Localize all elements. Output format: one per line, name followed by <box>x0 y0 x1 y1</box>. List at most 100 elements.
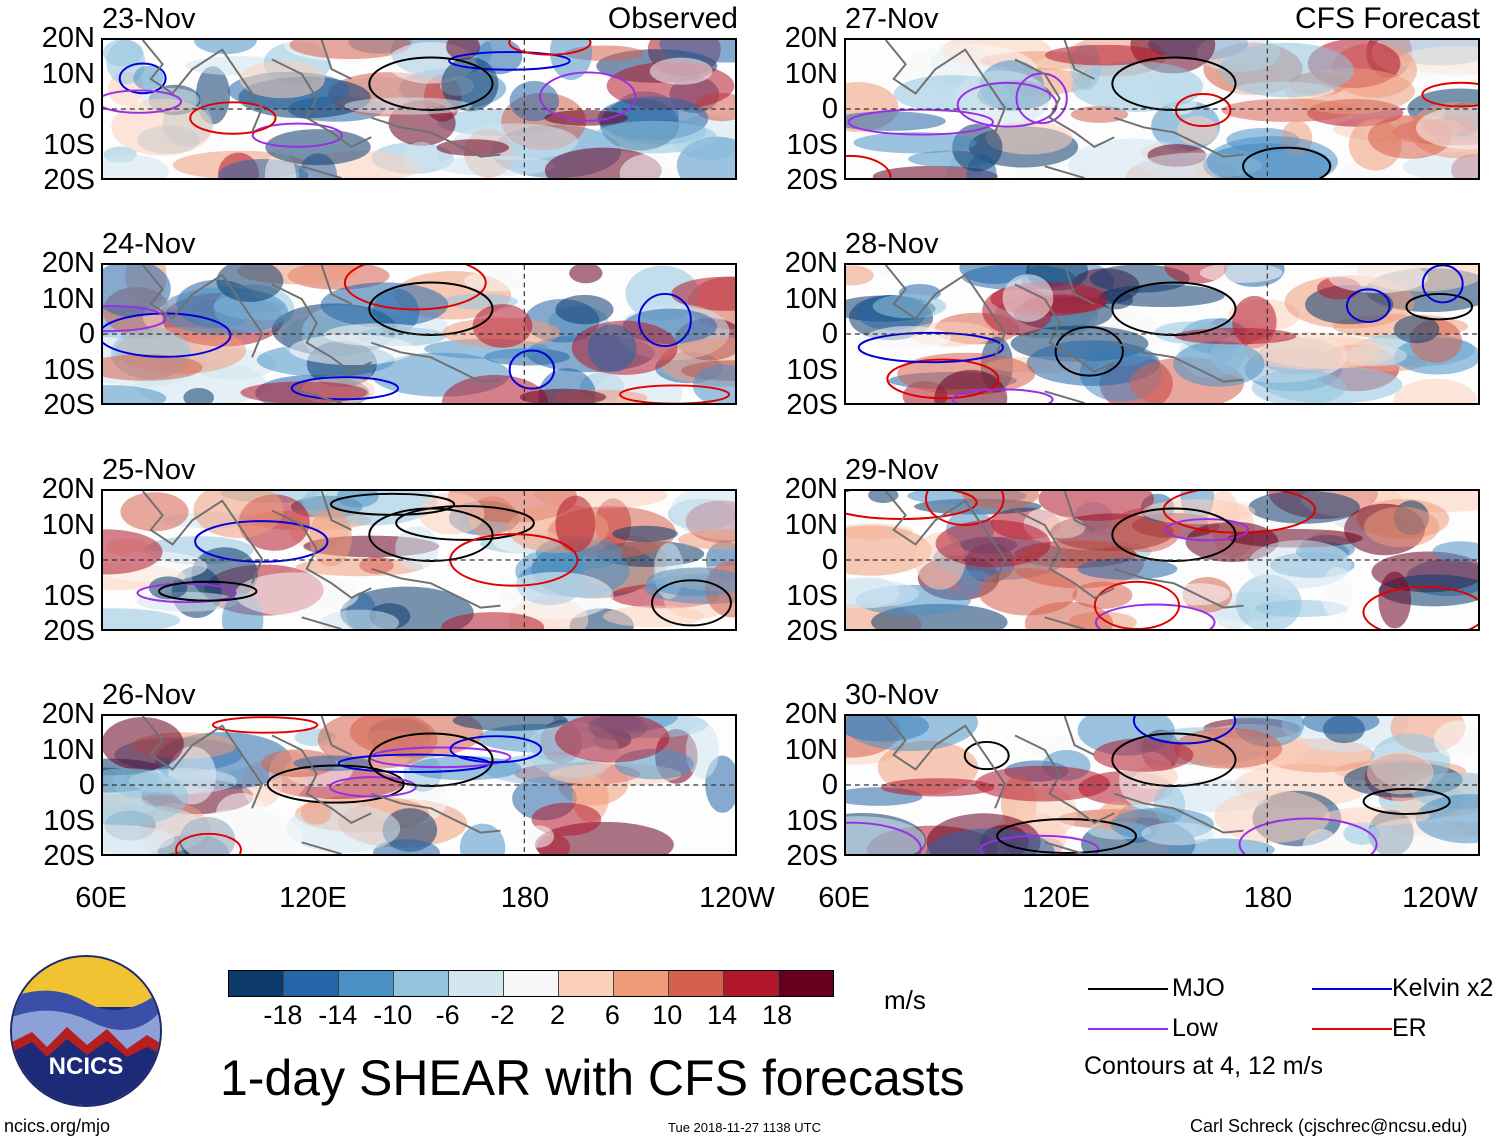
shear-blob <box>1174 327 1297 345</box>
shear-blob <box>934 369 1008 403</box>
shear-blob <box>554 716 670 763</box>
shear-blob <box>587 324 637 373</box>
coastline <box>141 491 501 629</box>
shear-blob <box>1039 516 1086 539</box>
legend-kelvin-line <box>1312 988 1392 990</box>
shear-map-panel <box>844 263 1480 405</box>
shear-blob <box>320 282 449 328</box>
y-tick-label: 10N <box>41 733 95 766</box>
anomaly-contour <box>175 832 242 854</box>
shear-blob <box>880 778 995 797</box>
ncics-logo-graphic <box>12 957 160 1105</box>
shear-blob <box>373 839 440 854</box>
anomaly-contour <box>925 491 1005 526</box>
shear-blob <box>234 572 359 617</box>
shear-blob <box>344 97 472 115</box>
colorbar-tick-label: 6 <box>604 1000 620 1030</box>
shear-blob <box>1214 790 1331 843</box>
coastline <box>884 265 1244 403</box>
shear-blob <box>555 294 614 325</box>
shear-blob <box>952 123 1003 172</box>
mjo-contour <box>368 507 494 562</box>
shear-blob <box>671 276 735 311</box>
anomaly-contour <box>963 740 1010 771</box>
shear-blob <box>1402 152 1478 178</box>
shear-blob <box>1393 315 1440 344</box>
shear-blob <box>1026 340 1161 386</box>
colorbar-cell <box>229 971 284 996</box>
panel-date: 23-Nov <box>102 3 196 35</box>
colorbar-tick-label: -2 <box>490 1000 515 1030</box>
shear-map-panel <box>844 38 1480 180</box>
y-tick-label: 20N <box>41 22 95 54</box>
shear-blob <box>459 823 506 854</box>
shear-blob <box>846 111 946 131</box>
shear-blob <box>1093 738 1194 772</box>
shear-blob <box>1302 716 1380 735</box>
shear-blob <box>1416 106 1478 150</box>
shear-blob <box>1328 265 1429 293</box>
coastline <box>884 716 1244 854</box>
anomaly-contour <box>1242 146 1332 178</box>
shear-blob <box>216 265 284 303</box>
shear-blob <box>472 304 533 348</box>
mjo-contour <box>1111 507 1237 562</box>
shear-blob <box>603 605 704 628</box>
y-tick-label: 0 <box>821 769 838 801</box>
y-tick-label: 0 <box>78 318 95 350</box>
mjo-contour <box>1111 732 1237 787</box>
anomaly-contour <box>886 358 1000 400</box>
anomaly-contour <box>448 51 571 71</box>
anomaly-contour <box>1362 585 1478 629</box>
shear-blob <box>846 716 978 752</box>
mjo-contour <box>368 281 494 336</box>
y-tick-label: 10S <box>43 579 95 612</box>
shear-blob <box>103 385 167 403</box>
colorbar-cell <box>449 971 504 996</box>
legend-mjo-line <box>1088 988 1168 990</box>
anomaly-contour <box>979 834 1100 854</box>
shear-blob <box>591 120 718 154</box>
anomaly-contour <box>1405 292 1474 321</box>
shear-blob <box>183 388 214 403</box>
anomaly-contour <box>1238 817 1378 854</box>
coastline <box>141 716 501 854</box>
shear-blob <box>619 153 678 178</box>
panel-date: 28-Nov <box>845 228 939 260</box>
x-tick-label: 120E <box>1022 882 1090 914</box>
colorbar-tick-label: 18 <box>762 1000 793 1030</box>
colorbar-tick-label: 14 <box>707 1000 738 1030</box>
anomaly-contour <box>1345 288 1391 324</box>
shear-blob <box>194 40 257 55</box>
y-tick-label: 10N <box>784 508 838 541</box>
shear-blob <box>649 57 713 85</box>
x-tick-label: 180 <box>1243 882 1293 914</box>
author: Carl Schreck (cjschrec@ncsu.edu) <box>1190 1116 1468 1136</box>
anomaly-contour <box>846 821 922 854</box>
mjo-contour <box>368 732 494 787</box>
legend-er-line <box>1312 1028 1392 1030</box>
shear-blob <box>868 491 899 503</box>
site-link[interactable]: ncics.org/mjo <box>4 1116 111 1136</box>
mjo-contour <box>1111 281 1237 336</box>
shear-blob <box>531 802 602 836</box>
shear-blob <box>1002 274 1054 322</box>
colorbar-tick-label: -18 <box>263 1000 303 1030</box>
shear-blob <box>872 294 947 319</box>
shear-blob <box>962 491 1040 510</box>
shear-blob <box>569 265 603 284</box>
shear-map-panel <box>101 489 737 631</box>
x-tick-label: 120W <box>699 882 775 914</box>
anomaly-contour <box>1132 716 1237 745</box>
shear-blob <box>1343 822 1380 845</box>
shear-blob <box>612 525 678 542</box>
y-tick-label: 20N <box>784 473 838 505</box>
legend-low-line <box>1088 1028 1168 1030</box>
shear-blob <box>846 816 926 854</box>
shear-map-panel <box>101 714 737 856</box>
shear-blob <box>289 334 416 366</box>
y-tick-label: 20S <box>786 389 838 421</box>
y-tick-label: 0 <box>78 93 95 125</box>
panel-date: 29-Nov <box>845 454 939 486</box>
y-tick-label: 20N <box>41 698 95 730</box>
